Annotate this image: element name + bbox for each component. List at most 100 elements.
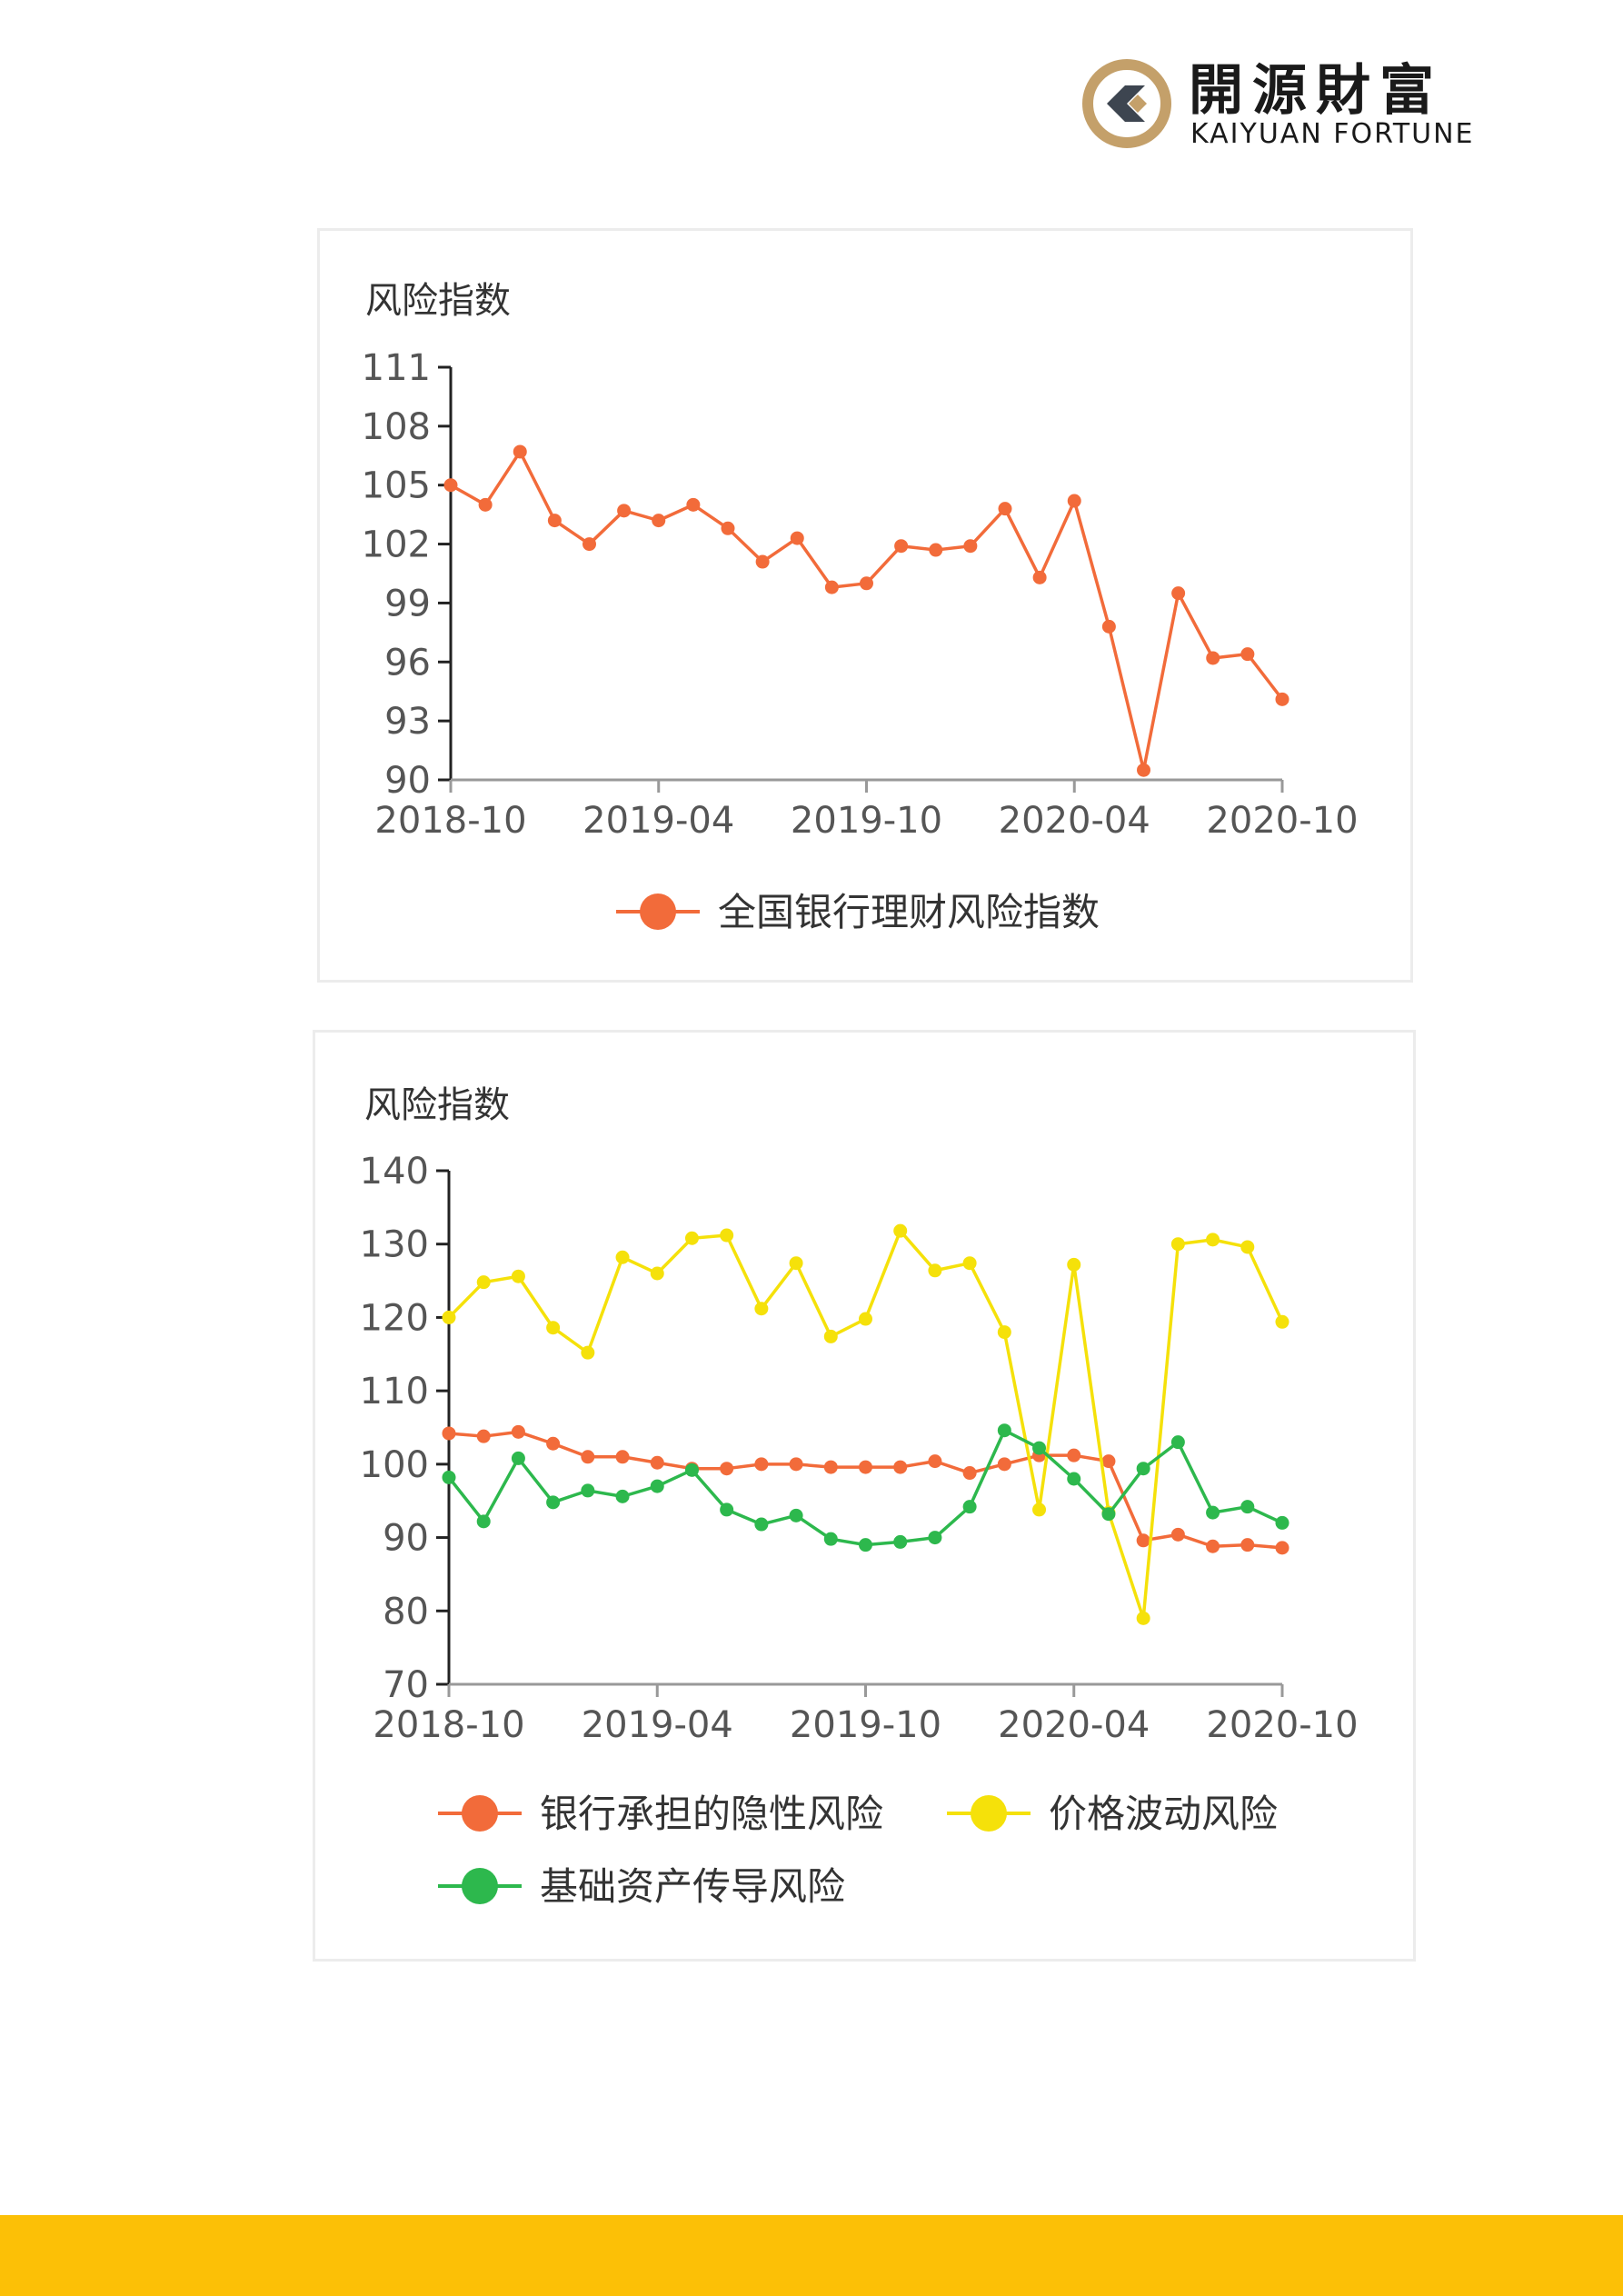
data-point [1101, 1454, 1116, 1469]
data-point [1240, 1538, 1255, 1552]
brand-name-cn: 開源財富 [1189, 59, 1443, 123]
data-point [1206, 1505, 1220, 1520]
data-point [720, 1228, 734, 1243]
logo-ring [1082, 59, 1171, 148]
data-point [720, 1502, 734, 1517]
y-tick-label: 111 [362, 347, 431, 389]
data-point [998, 502, 1012, 516]
y-tick-label: 102 [362, 524, 431, 566]
y-tick-label: 90 [384, 760, 431, 802]
data-point [1067, 1448, 1081, 1462]
y-axis-title: 风险指数 [365, 280, 511, 322]
data-point [962, 1256, 977, 1271]
data-point [962, 1466, 977, 1481]
legend-marker [462, 1868, 498, 1904]
data-point [823, 1329, 838, 1343]
data-point [1240, 1240, 1255, 1254]
x-tick-label: 2020-04 [998, 1704, 1150, 1746]
kaiyuan-logo-icon [1082, 59, 1171, 148]
data-point [997, 1325, 1011, 1340]
footer-bar [0, 2215, 1623, 2296]
data-point [652, 514, 666, 528]
data-point [963, 539, 978, 554]
data-point [650, 1266, 664, 1281]
y-tick-label: 99 [384, 583, 431, 624]
x-tick-label: 2018-10 [373, 1704, 524, 1746]
overall-risk-line-chart: 风险指数 90 93 96 99 102 105 108 111 2018-10 2019-04 20… [362, 280, 1359, 934]
data-point [547, 514, 562, 528]
data-point [1170, 1237, 1185, 1252]
data-point [1240, 647, 1255, 662]
data-point [754, 1517, 769, 1532]
data-point [478, 497, 493, 512]
y-tick-label: 110 [360, 1371, 429, 1413]
x-tick-label: 2020-04 [999, 800, 1150, 842]
y-axis-title: 风险指数 [364, 1084, 510, 1126]
data-point [893, 1534, 908, 1549]
brand-logo: 開源財富 KAIYUAN FORTUNE [1081, 58, 1499, 158]
data-point [1275, 1541, 1289, 1555]
data-point [476, 1514, 491, 1529]
data-point [962, 1500, 977, 1514]
data-point [1136, 1533, 1150, 1548]
data-point [859, 1460, 872, 1474]
data-point [754, 1457, 769, 1472]
data-point [1032, 1441, 1047, 1455]
data-point [615, 1450, 630, 1464]
data-point [929, 543, 943, 557]
data-point [546, 1321, 561, 1335]
legend-marker [462, 1795, 498, 1832]
data-point [511, 1424, 525, 1439]
y-tick-label: 105 [362, 465, 431, 507]
data-point [1101, 619, 1116, 634]
data-point [789, 1508, 803, 1522]
y-tick-label: 80 [383, 1591, 429, 1632]
data-point [476, 1275, 491, 1290]
data-point [894, 539, 909, 554]
data-point [1206, 1233, 1220, 1247]
data-point [1136, 1462, 1150, 1476]
data-point [893, 1460, 908, 1474]
x-tick-label: 2019-10 [791, 800, 942, 842]
logo-chevron-inner [1129, 95, 1147, 113]
data-point [684, 1231, 699, 1245]
data-point [928, 1531, 942, 1545]
data-point [582, 537, 596, 552]
series-line [447, 1229, 1284, 1621]
data-point [823, 1460, 838, 1474]
legend-label: 价格波动风险 [1049, 1792, 1278, 1836]
data-point [754, 1302, 769, 1316]
data-point [1101, 1507, 1116, 1522]
data-point [1170, 1435, 1185, 1450]
data-point [859, 1312, 872, 1326]
data-point [860, 576, 873, 591]
data-point [443, 478, 458, 493]
data-point [1032, 1502, 1047, 1517]
data-point [546, 1495, 561, 1510]
data-point [615, 1250, 630, 1264]
data-point [686, 497, 701, 512]
data-point [615, 1489, 630, 1503]
data-point [789, 1256, 803, 1271]
data-point [893, 1223, 908, 1238]
data-point [442, 1426, 456, 1441]
data-point [1171, 586, 1186, 601]
series-line [450, 450, 1284, 772]
data-point [1067, 1472, 1081, 1486]
data-point [1136, 1611, 1150, 1625]
y-tick-label: 70 [383, 1664, 429, 1706]
data-point [928, 1263, 942, 1278]
data-point [1067, 494, 1081, 508]
data-point [1137, 763, 1150, 777]
data-point [442, 1310, 456, 1324]
data-point [823, 1532, 838, 1546]
x-tick-label: 2019-04 [582, 1704, 733, 1746]
data-point [617, 504, 632, 518]
x-tick-label: 2019-04 [582, 800, 734, 842]
data-point [1067, 1257, 1081, 1272]
data-point [650, 1479, 664, 1493]
brand-name-en: KAIYUAN FORTUNE [1190, 118, 1475, 150]
data-point [859, 1538, 872, 1552]
data-point [581, 1345, 595, 1360]
legend-label: 全国银行理财风险指数 [718, 890, 1100, 934]
